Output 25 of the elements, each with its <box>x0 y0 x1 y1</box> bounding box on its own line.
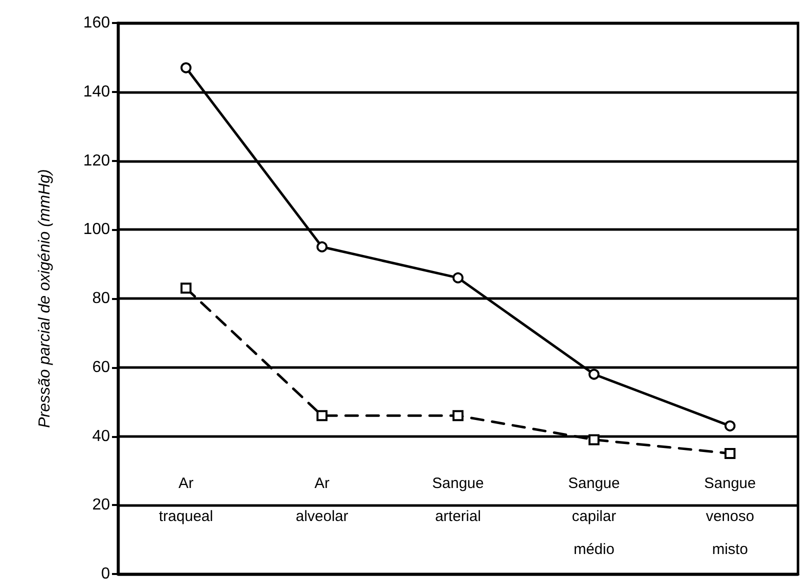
point <box>316 410 328 422</box>
x-tick-label: Sangue arterial <box>432 475 484 526</box>
y-tick-label: 40 <box>92 428 110 445</box>
point <box>588 434 600 446</box>
y-tick-label: 80 <box>92 290 110 307</box>
x-tick-label: Ar alveolar <box>296 475 348 526</box>
y-tick-label: 60 <box>92 358 110 376</box>
x-tick-label: Sangue capilar médio <box>568 475 620 558</box>
point <box>180 62 192 74</box>
x-tick-label: Sangue venoso misto <box>704 475 756 558</box>
point <box>724 448 736 459</box>
point <box>588 368 600 380</box>
x-tick-label: Ar traqueal <box>158 475 214 526</box>
point <box>180 282 192 294</box>
point <box>724 420 736 432</box>
y-axis-title: Pressão parcial de oxigénio (mmHg) <box>36 169 54 428</box>
y-tick-label: 120 <box>83 152 110 170</box>
y-tick-label: 20 <box>92 496 110 514</box>
point <box>316 241 328 252</box>
y-tick-label: 160 <box>83 14 110 32</box>
point <box>452 410 464 422</box>
y-tick-label: 140 <box>83 83 110 100</box>
point <box>452 272 464 284</box>
y-tick-label: 0 <box>101 566 110 582</box>
y-tick-label: 100 <box>83 221 110 238</box>
